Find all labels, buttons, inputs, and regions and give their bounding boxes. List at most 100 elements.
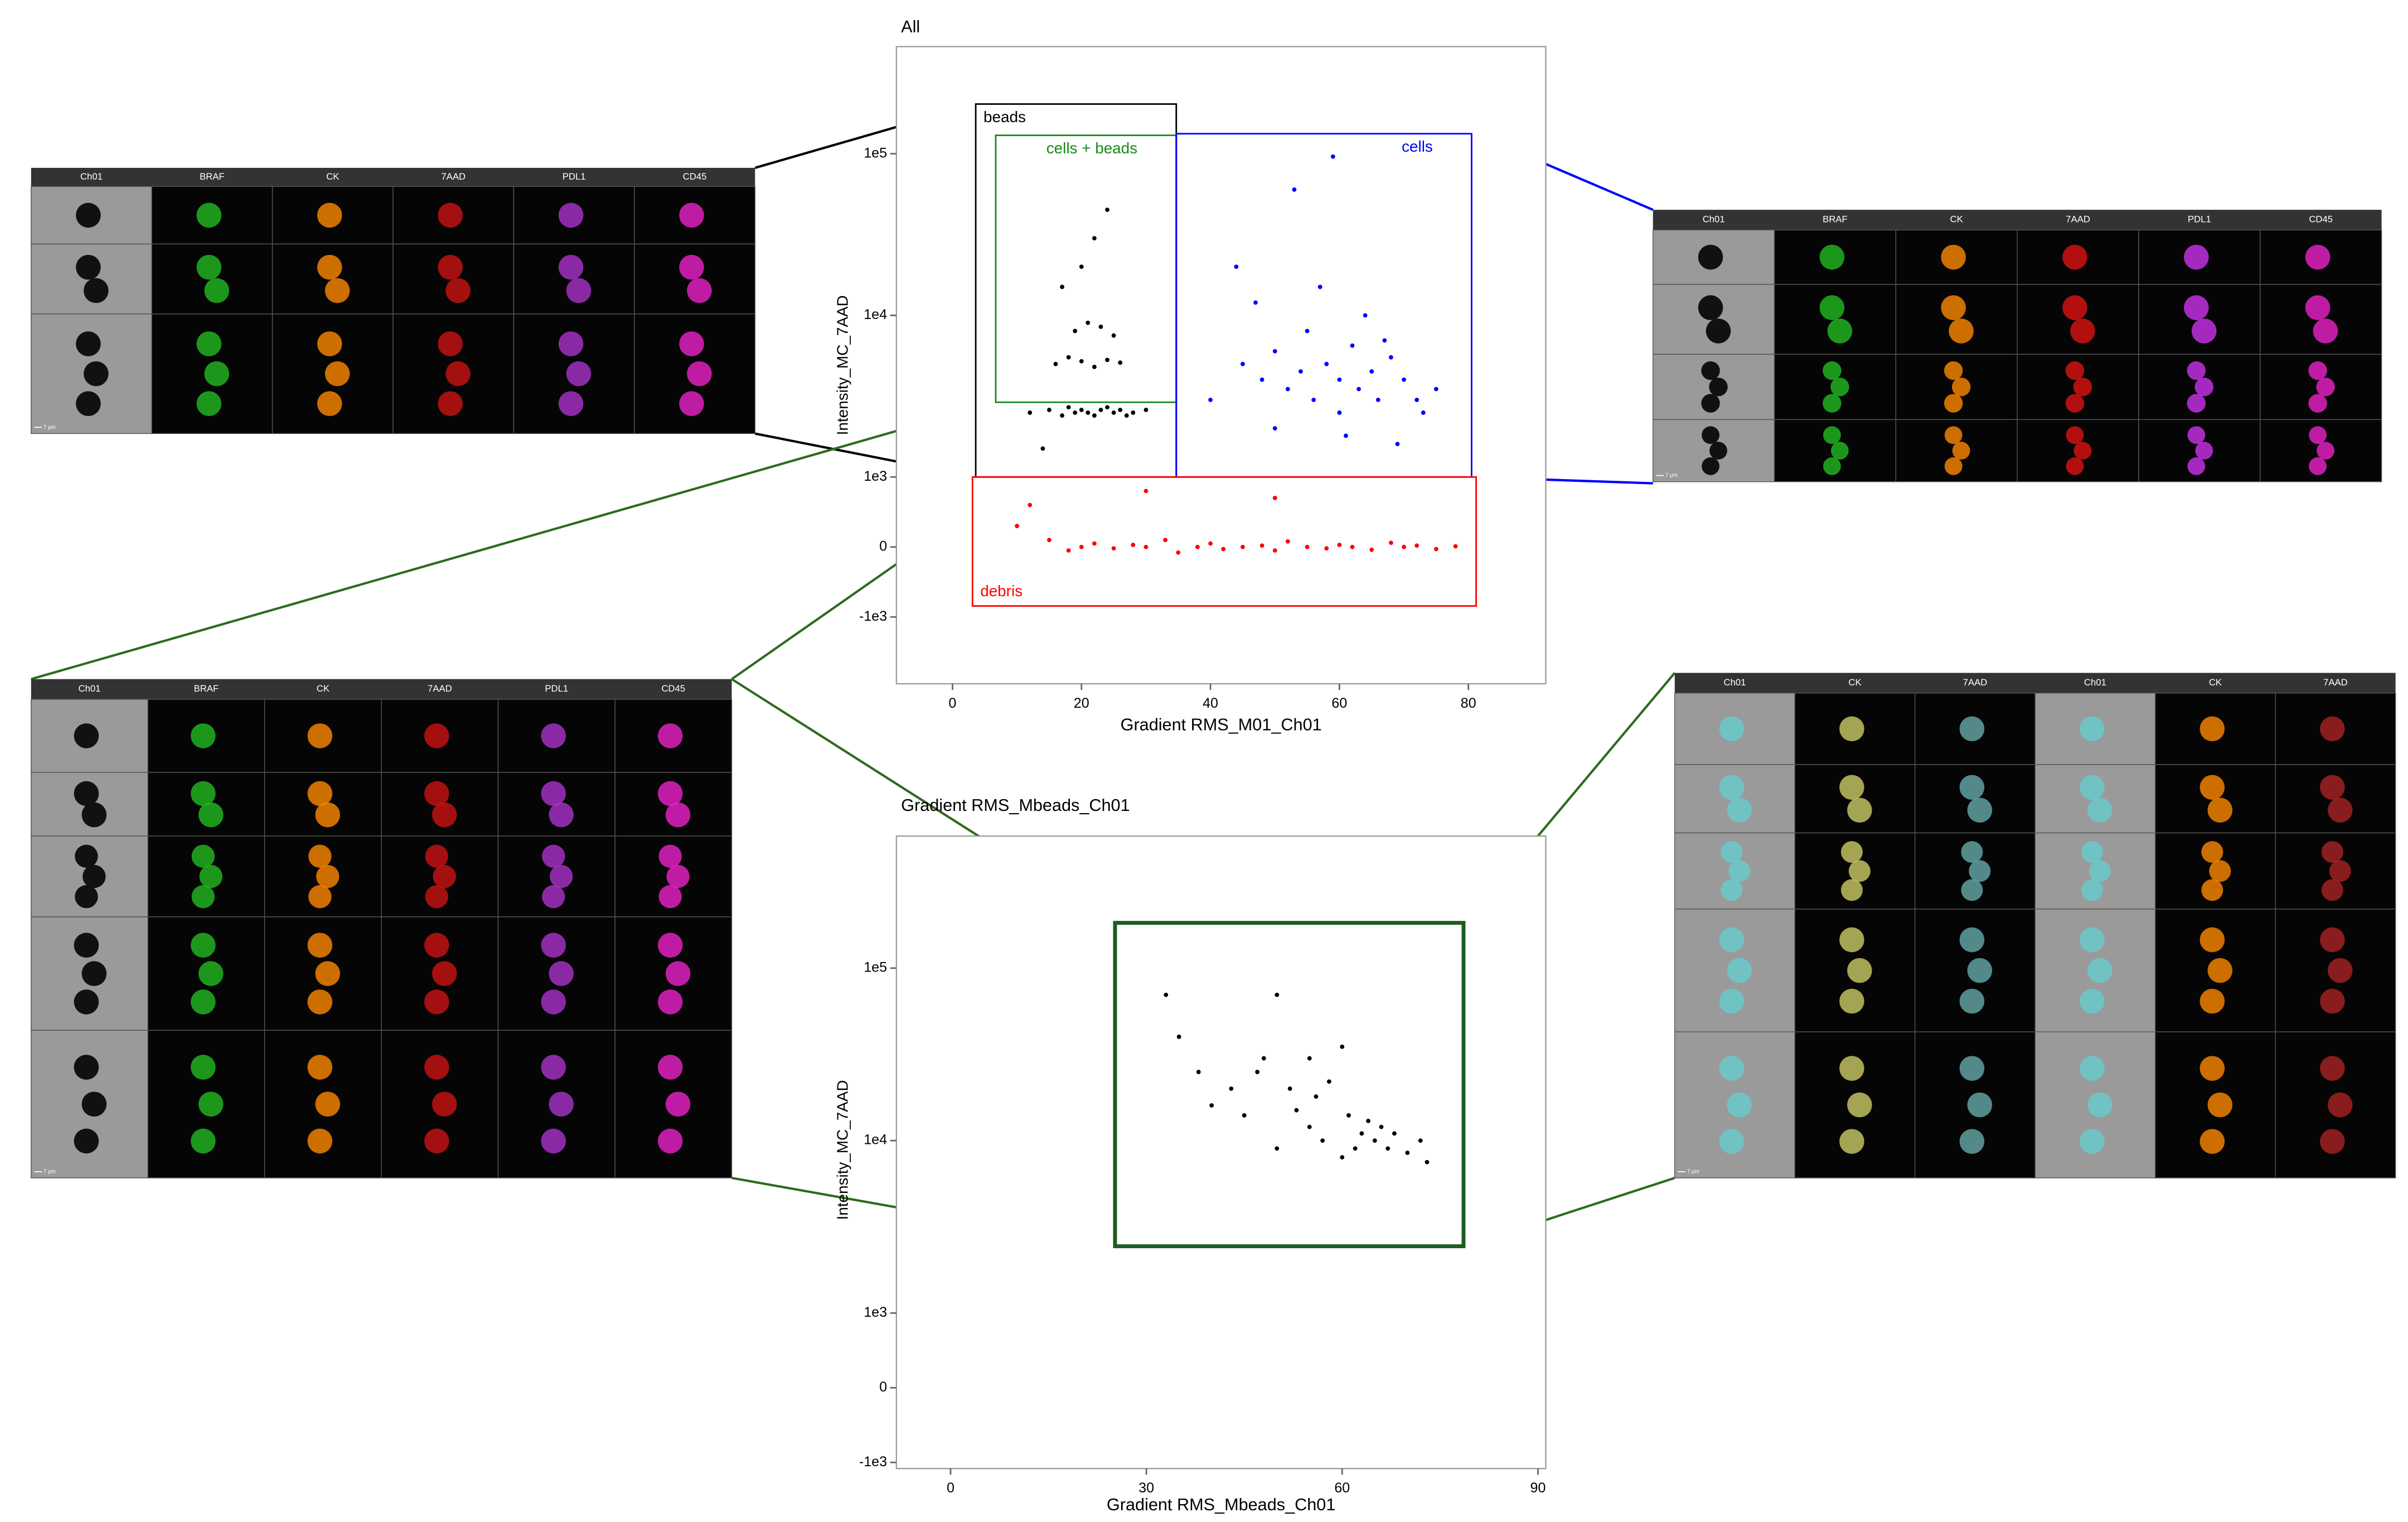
point bbox=[1073, 410, 1078, 415]
point bbox=[1073, 328, 1078, 334]
channel-label: PDL1 bbox=[545, 683, 568, 694]
point bbox=[1307, 1124, 1312, 1129]
cell-image bbox=[315, 961, 341, 986]
cell-image bbox=[2199, 1056, 2225, 1081]
cell-image bbox=[424, 1055, 449, 1080]
point bbox=[1311, 398, 1316, 402]
point bbox=[1402, 544, 1406, 549]
x-axis-label: Gradient RMS_M01_Ch01 bbox=[1121, 715, 1322, 734]
point bbox=[1060, 284, 1064, 289]
channel-label: 7AAD bbox=[428, 683, 452, 694]
channel-label: Ch01 bbox=[2084, 677, 2106, 688]
cell-image bbox=[658, 844, 682, 868]
cell-image bbox=[438, 331, 463, 356]
cell-image bbox=[1830, 442, 1849, 460]
point bbox=[1229, 1086, 1234, 1091]
gate-label: cells bbox=[1402, 138, 1433, 155]
cell-image bbox=[2080, 1056, 2105, 1081]
cell-image bbox=[2187, 457, 2206, 475]
channel-label: Ch01 bbox=[79, 683, 101, 694]
point bbox=[1340, 1155, 1345, 1159]
point bbox=[1060, 413, 1064, 418]
cell-image bbox=[1719, 927, 1745, 953]
cell-image bbox=[1819, 244, 1845, 270]
point bbox=[1395, 442, 1400, 447]
point bbox=[1208, 541, 1213, 546]
cell-image bbox=[658, 885, 682, 909]
point bbox=[1340, 1044, 1345, 1049]
cell-image bbox=[2313, 318, 2338, 344]
cell-image bbox=[1719, 775, 1745, 800]
point bbox=[1164, 992, 1169, 997]
cell-image bbox=[191, 885, 215, 909]
cell-image bbox=[2309, 426, 2327, 444]
gate bbox=[971, 476, 1477, 607]
cell-image bbox=[204, 278, 230, 303]
point bbox=[1433, 386, 1438, 392]
gallery-header bbox=[31, 679, 732, 699]
cell-image bbox=[1967, 798, 1993, 823]
cell-image bbox=[2320, 927, 2345, 953]
cell-image bbox=[2080, 1129, 2105, 1154]
cell-image bbox=[81, 1091, 107, 1117]
point bbox=[1066, 405, 1071, 410]
cell-image bbox=[2187, 426, 2206, 444]
channel-label: 7AAD bbox=[2323, 677, 2348, 688]
cell-image bbox=[191, 932, 216, 958]
image-gallery: Ch01 BRAF CK 7AAD PDL1 CD45 7 µm bbox=[31, 167, 755, 434]
y-tick-label: -1e3 bbox=[859, 608, 887, 624]
point bbox=[1195, 544, 1200, 549]
cell-image bbox=[1941, 295, 1966, 320]
point bbox=[1163, 538, 1168, 543]
point bbox=[1346, 1113, 1351, 1118]
cell-image bbox=[1698, 244, 1723, 270]
cell-image bbox=[84, 278, 109, 303]
x-tick-label: 60 bbox=[1331, 695, 1347, 711]
point bbox=[1209, 1103, 1214, 1108]
image-gallery: Ch01 CK 7AAD Ch01 CK 7AAD 7 µm bbox=[1674, 673, 2396, 1178]
cell-image bbox=[1823, 361, 1842, 380]
cell-image bbox=[308, 885, 332, 909]
point bbox=[1053, 361, 1058, 366]
channel-label: BRAF bbox=[1823, 214, 1848, 225]
cell-image bbox=[541, 1128, 566, 1154]
cell-image bbox=[2080, 927, 2105, 953]
chart-title: All bbox=[901, 17, 920, 36]
cell-image bbox=[2062, 244, 2087, 270]
cell-image bbox=[665, 1091, 691, 1117]
y-tick-label: 1e3 bbox=[864, 1304, 887, 1320]
cell-image bbox=[307, 989, 333, 1014]
point bbox=[1105, 405, 1109, 410]
cell-image bbox=[558, 391, 584, 417]
channel-label: 7AAD bbox=[441, 171, 466, 182]
cell-image bbox=[198, 802, 224, 828]
cell-image bbox=[1959, 1129, 1985, 1154]
channel-label: 7AAD bbox=[2066, 214, 2090, 225]
cell-image bbox=[196, 254, 222, 280]
point bbox=[1144, 489, 1149, 494]
cell-image bbox=[2327, 958, 2353, 983]
x-tick-label: 80 bbox=[1461, 695, 1476, 711]
cell-image bbox=[2308, 394, 2327, 413]
point bbox=[1208, 398, 1213, 402]
cell-image bbox=[1698, 295, 1723, 320]
cell-image bbox=[308, 844, 332, 868]
cell-image bbox=[1839, 988, 1864, 1014]
cell-image bbox=[2066, 457, 2084, 475]
cell-image bbox=[74, 989, 99, 1014]
cell-image bbox=[315, 1091, 341, 1117]
cell-image bbox=[315, 802, 341, 828]
cell-image bbox=[2309, 457, 2327, 475]
cell-image bbox=[196, 331, 222, 356]
point bbox=[1369, 547, 1374, 552]
cell-image bbox=[2065, 361, 2085, 380]
cell-image bbox=[75, 885, 98, 909]
cell-image bbox=[2199, 716, 2225, 742]
cell-image bbox=[2073, 442, 2092, 460]
cell-image bbox=[2087, 1092, 2113, 1118]
cell-image bbox=[1944, 457, 1963, 475]
cell-image bbox=[558, 331, 584, 356]
chart-title: Gradient RMS_Mbeads_Ch01 bbox=[901, 796, 1130, 815]
cell-image bbox=[74, 1128, 99, 1154]
cell-image bbox=[2080, 988, 2105, 1014]
